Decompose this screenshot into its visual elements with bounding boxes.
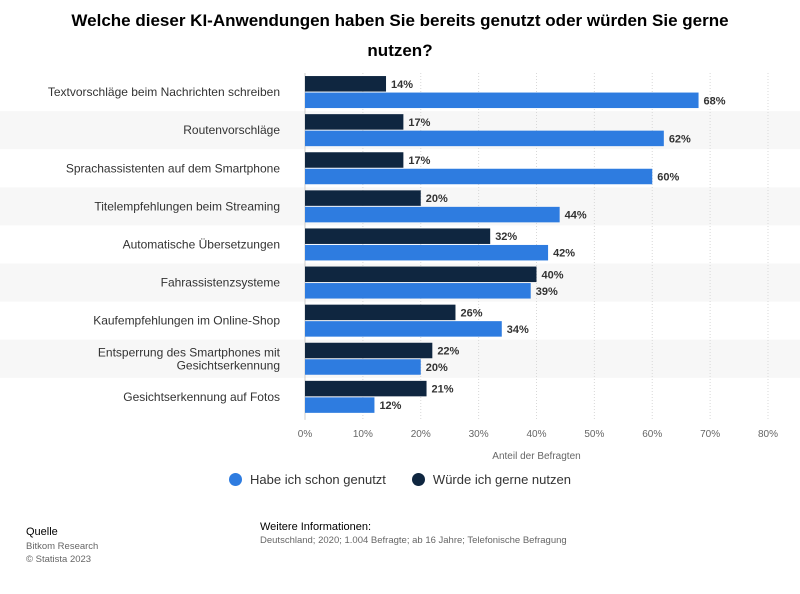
legend-label-genutzt: Habe ich schon genutzt xyxy=(250,472,386,487)
legend-marker-genutzt xyxy=(229,473,243,486)
data-label: 26% xyxy=(460,307,482,319)
source-line: Bitkom Research xyxy=(26,541,99,552)
bar xyxy=(305,168,653,185)
x-tick-label: 30% xyxy=(469,429,489,440)
bar xyxy=(305,190,421,206)
data-label: 17% xyxy=(408,117,430,129)
legend-item-genutzt[interactable]: Habe ich schon genutzt xyxy=(229,472,386,487)
info-title: Weitere Informationen: xyxy=(260,521,372,533)
legend: Habe ich schon genutzt Würde ich gerne n… xyxy=(0,472,800,487)
bar xyxy=(305,397,375,413)
x-tick-label: 50% xyxy=(584,429,604,440)
data-label: 62% xyxy=(669,133,691,145)
data-label: 39% xyxy=(536,286,558,298)
category-label: Fahrassistenzsysteme xyxy=(161,276,281,290)
legend-label-nutzen: Würde ich gerne nutzen xyxy=(432,472,571,487)
x-tick-label: 20% xyxy=(411,429,431,440)
category-label: Sprachassistenten auf dem Smartphone xyxy=(66,161,280,175)
bar xyxy=(305,92,699,109)
source-title: Quelle xyxy=(26,526,58,538)
data-label: 32% xyxy=(495,231,517,243)
bar xyxy=(305,152,404,168)
legend-marker-nutzen xyxy=(411,473,425,486)
x-axis-title: Anteil der Befragten xyxy=(492,451,580,462)
data-label: 22% xyxy=(437,346,459,358)
data-label: 34% xyxy=(507,324,529,336)
data-label: 68% xyxy=(704,95,726,107)
category-label: Textvorschläge beim Nachrichten schreibe… xyxy=(48,85,280,99)
data-label: 21% xyxy=(432,384,454,396)
category-label: Gesichtserkennung auf Fotos xyxy=(123,390,280,404)
data-label: 20% xyxy=(426,193,448,205)
x-tick-label: 0% xyxy=(298,429,313,440)
bar xyxy=(305,114,404,130)
x-tick-label: 10% xyxy=(353,429,373,440)
bar xyxy=(305,283,531,299)
data-label: 40% xyxy=(542,269,564,281)
bar xyxy=(305,359,421,375)
info-text: Deutschland; 2020; 1.004 Befragte; ab 16… xyxy=(260,535,567,546)
data-label: 14% xyxy=(391,79,413,91)
bar xyxy=(305,76,387,92)
copyright-line: © Statista 2023 xyxy=(26,554,92,565)
category-label: Entsperrung des Smartphones mit xyxy=(98,345,281,359)
chart-title: Welche dieser KI-Anwendungen haben Sie b… xyxy=(71,11,729,60)
data-label: 12% xyxy=(379,400,401,412)
data-label: 17% xyxy=(408,155,430,167)
bar xyxy=(305,206,560,223)
data-label: 20% xyxy=(426,362,448,374)
x-tick-label: 60% xyxy=(642,429,662,440)
category-label: Titelempfehlungen beim Streaming xyxy=(94,199,280,213)
bar xyxy=(305,130,664,147)
category-label: Automatische Übersetzungen xyxy=(123,237,280,251)
category-label: Gesichtserkennung xyxy=(177,358,280,372)
data-label: 44% xyxy=(565,210,587,222)
x-tick-label: 40% xyxy=(526,429,546,440)
category-label: Kaufempfehlungen im Online-Shop xyxy=(93,314,280,328)
x-tick-label: 70% xyxy=(700,429,720,440)
legend-item-nutzen[interactable]: Würde ich gerne nutzen xyxy=(411,472,571,487)
bar xyxy=(305,304,456,321)
bar xyxy=(305,380,427,397)
bar xyxy=(305,228,491,244)
data-label: 60% xyxy=(657,172,679,184)
bar xyxy=(305,244,549,261)
bar xyxy=(305,266,537,283)
data-label: 42% xyxy=(553,248,575,260)
category-label: Routenvorschläge xyxy=(183,123,280,137)
x-tick-label: 80% xyxy=(758,429,778,440)
bar xyxy=(305,342,433,359)
bar-chart: 14% 68% Textvorschläge beim Nachrichten sc… xyxy=(47,73,779,462)
bar xyxy=(305,321,502,337)
